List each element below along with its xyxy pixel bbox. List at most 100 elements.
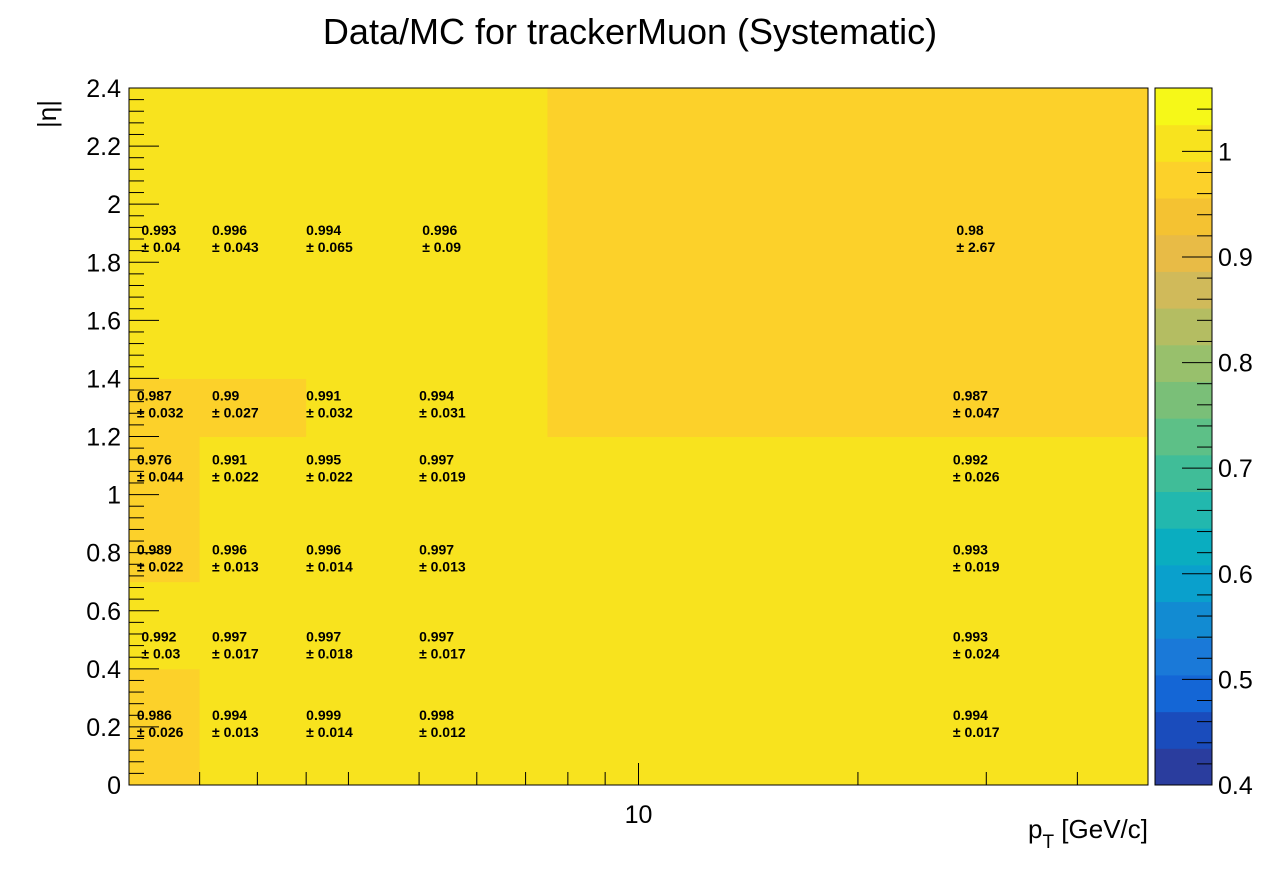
x-axis-label-unit: [GeV/c] — [1054, 814, 1148, 844]
cell-value-label: 0.996 — [212, 222, 247, 238]
cell-value-label: 0.976 — [137, 451, 172, 467]
y-tick-label: 1.2 — [86, 424, 121, 452]
cell-error-label: ± 0.032 — [137, 404, 184, 420]
cell-value-label: 0.997 — [419, 629, 454, 645]
cell-value-label: 0.993 — [953, 541, 988, 557]
cell-error-label: ± 0.032 — [306, 404, 353, 420]
y-tick-label: 0.6 — [86, 598, 121, 626]
cell-error-label: ± 0.04 — [141, 239, 180, 255]
cell-value-label: 0.998 — [419, 707, 454, 723]
cell-error-label: ± 0.017 — [953, 724, 1000, 740]
cell-error-label: ± 0.026 — [953, 468, 1000, 484]
cell-error-label: ± 0.014 — [306, 724, 353, 740]
cell-error-label: ± 0.013 — [212, 724, 259, 740]
color-scale-segment — [1155, 748, 1212, 786]
cell-value-label: 0.999 — [306, 707, 341, 723]
cell-value-label: 0.994 — [212, 707, 247, 723]
y-tick-label: 2 — [107, 191, 121, 219]
y-tick-label: 1 — [107, 482, 121, 510]
chart-title: Data/MC for trackerMuon (Systematic) — [323, 11, 937, 52]
heatmap-cell — [129, 581, 201, 670]
z-tick-label: 0.7 — [1218, 455, 1253, 483]
color-scale-segment — [1155, 88, 1212, 126]
cell-value-label: 0.996 — [306, 541, 341, 557]
cell-error-label: ± 0.013 — [419, 558, 466, 574]
cell-value-label: 0.989 — [137, 541, 172, 557]
cell-value-label: 0.993 — [141, 222, 176, 238]
heatmap-cell — [547, 509, 1149, 583]
cell-value-label: 0.987 — [137, 387, 172, 403]
heatmap-cell — [199, 378, 307, 437]
cell-value-label: 0.987 — [953, 387, 988, 403]
color-scale-segment — [1155, 564, 1212, 603]
cell-error-label: ± 0.047 — [953, 404, 1000, 420]
cell-error-label: ± 0.017 — [212, 646, 259, 662]
cell-error-label: ± 0.022 — [212, 468, 259, 484]
cell-error-label: ± 0.024 — [953, 646, 1000, 662]
y-tick-label: 2.2 — [86, 133, 121, 161]
heatmap-cell — [399, 88, 548, 379]
y-tick-label: 0.8 — [86, 540, 121, 568]
heatmap-cell — [399, 509, 548, 583]
cell-value-label: 0.986 — [137, 707, 172, 723]
color-scale-segment — [1155, 198, 1212, 236]
color-scale-segment — [1155, 161, 1212, 199]
cell-error-label: ± 0.019 — [953, 558, 1000, 574]
heatmap-cell — [399, 436, 548, 510]
cell-error-label: ± 0.022 — [137, 558, 184, 574]
cell-error-label: ± 0.017 — [419, 646, 466, 662]
heatmap-cell — [306, 509, 400, 583]
cell-error-label: ± 0.026 — [137, 724, 184, 740]
heatmap-cell — [306, 668, 400, 786]
color-scale-segment — [1155, 344, 1212, 382]
z-tick-label: 0.4 — [1218, 772, 1253, 800]
cell-value-label: 0.991 — [212, 451, 247, 467]
color-scale-segment — [1155, 381, 1212, 419]
cell-error-label: ± 0.031 — [419, 404, 466, 420]
cell-error-label: ± 0.044 — [137, 468, 184, 484]
cell-value-label: 0.98 — [956, 222, 983, 238]
y-axis-label: |η| — [32, 100, 62, 128]
y-tick-label: 0.2 — [86, 714, 121, 742]
cell-value-label: 0.993 — [953, 629, 988, 645]
cell-value-label: 0.994 — [419, 387, 454, 403]
color-scale-segment — [1155, 271, 1212, 309]
heatmap-cell — [199, 509, 307, 583]
z-tick-label: 0.5 — [1218, 666, 1253, 694]
heatmap-cell — [547, 378, 1149, 437]
cell-error-label: ± 0.027 — [212, 404, 259, 420]
color-scale-segment — [1155, 234, 1212, 272]
color-scale-segment — [1155, 308, 1212, 346]
color-scale-segment — [1155, 418, 1212, 456]
heatmap-cell — [199, 88, 307, 379]
color-scale-segment — [1155, 454, 1212, 493]
heatmap-cell — [547, 436, 1149, 510]
z-tick-label: 1 — [1218, 138, 1232, 166]
y-tick-label: 2.4 — [86, 75, 121, 103]
cell-value-label: 0.996 — [422, 222, 457, 238]
cell-error-label: ± 0.065 — [306, 239, 353, 255]
y-tick-label: 0.4 — [86, 656, 121, 684]
cell-value-label: 0.994 — [306, 222, 341, 238]
cell-error-label: ± 0.019 — [419, 468, 466, 484]
cell-error-label: ± 0.012 — [419, 724, 466, 740]
color-scale-segment — [1155, 674, 1212, 713]
cell-error-label: ± 0.022 — [306, 468, 353, 484]
heatmap-cell — [129, 378, 201, 437]
y-tick-label: 1.6 — [86, 307, 121, 335]
z-tick-label: 0.8 — [1218, 350, 1253, 378]
cell-error-label: ± 0.09 — [422, 239, 461, 255]
x-axis-label-main: p — [1028, 814, 1042, 844]
cell-value-label: 0.991 — [306, 387, 341, 403]
heatmap-cell — [199, 581, 307, 670]
cell-error-label: ± 0.043 — [212, 239, 259, 255]
cell-value-label: 0.994 — [953, 707, 988, 723]
x-axis-label-subscript: T — [1042, 832, 1054, 853]
heatmap-cells — [129, 88, 1149, 786]
cell-error-label: ± 0.014 — [306, 558, 353, 574]
cell-value-label: 0.992 — [953, 451, 988, 467]
heatmap-cell — [129, 436, 201, 510]
heatmap-cell — [399, 378, 548, 437]
